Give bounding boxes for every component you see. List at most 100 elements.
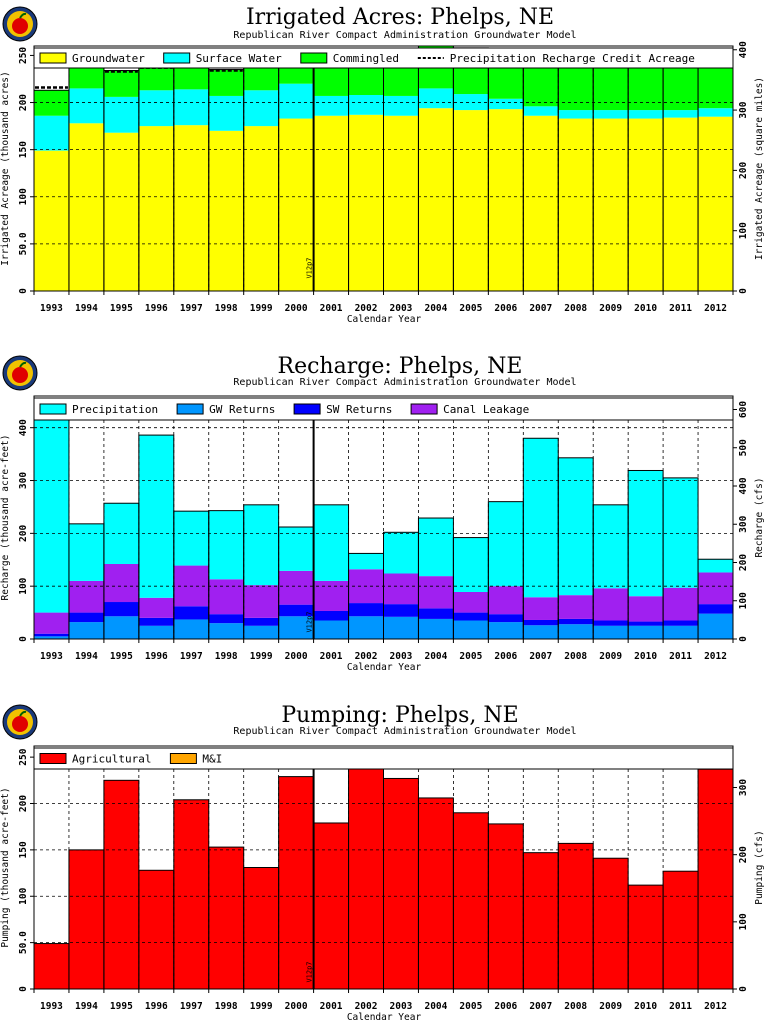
bar-sw-returns bbox=[628, 621, 664, 626]
y-tick-label: 250 bbox=[18, 748, 29, 765]
legend-label: Precipitation Recharge Credit Acreage bbox=[450, 52, 695, 65]
bar-groundwater bbox=[68, 123, 104, 292]
model-version-label: V12p7 bbox=[306, 961, 314, 982]
bar-sw-returns bbox=[523, 619, 559, 626]
y-axis-right: 0 100 200 300 Pumping (cfs) bbox=[733, 779, 765, 992]
x-tick-label: 2007 bbox=[529, 303, 552, 314]
x-tick-label: 1998 bbox=[215, 303, 238, 314]
bar-sw-returns bbox=[278, 604, 314, 617]
y2-tick-label: 100 bbox=[738, 913, 749, 930]
bar-sw-returns bbox=[313, 611, 349, 621]
legend-swatch bbox=[169, 753, 197, 764]
x-tick-label: 1996 bbox=[145, 303, 168, 314]
bar-sw-returns bbox=[453, 612, 489, 621]
bar-agricultural bbox=[488, 823, 524, 989]
x-tick-label: 2012 bbox=[704, 303, 727, 314]
y-tick-label: 0 bbox=[18, 986, 29, 992]
bar-groundwater bbox=[383, 115, 419, 291]
bar-groundwater bbox=[34, 150, 69, 291]
bar-sw-returns bbox=[68, 612, 104, 623]
y-tick-label: 200 bbox=[18, 524, 29, 541]
x-tick-label: 1994 bbox=[75, 651, 98, 662]
bar-gw-returns bbox=[68, 622, 104, 639]
bar-canal-leakage bbox=[383, 573, 419, 605]
bar-canal-leakage bbox=[488, 586, 524, 615]
bar-groundwater bbox=[348, 114, 384, 292]
legend-swatch bbox=[300, 52, 328, 64]
bar-surface-water bbox=[558, 110, 594, 119]
bar-surface-water bbox=[488, 98, 524, 110]
bar-agricultural bbox=[348, 763, 384, 989]
legend: Precipitation GW Returns SW Returns Canal L… bbox=[33, 397, 734, 421]
bar-canal-leakage bbox=[208, 579, 244, 615]
x-tick-label: 2004 bbox=[424, 303, 447, 314]
bar-agricultural bbox=[383, 778, 419, 989]
y2-tick-label: 300 bbox=[738, 515, 749, 532]
bar-canal-leakage bbox=[243, 585, 279, 618]
bar-sw-returns bbox=[698, 604, 733, 614]
x-axis-label: Calendar Year bbox=[347, 662, 422, 673]
x-tick-label: 2000 bbox=[285, 1001, 308, 1012]
bar-precipitation bbox=[348, 553, 384, 570]
bar-groundwater bbox=[558, 118, 594, 291]
bar-sw-returns bbox=[558, 618, 594, 625]
legend-label: Commingled bbox=[333, 52, 399, 65]
x-tick-label: 2008 bbox=[564, 303, 587, 314]
bar-agricultural bbox=[68, 849, 104, 989]
x-tick-label: 2008 bbox=[564, 651, 587, 662]
bar-surface-water bbox=[593, 110, 629, 119]
bar-groundwater bbox=[243, 126, 279, 291]
bar-groundwater bbox=[313, 115, 349, 291]
y2-tick-label: 100 bbox=[738, 222, 749, 239]
x-tick-label: 1993 bbox=[40, 1001, 63, 1012]
y2-axis-label: Irrigated Acreage (square miles) bbox=[754, 77, 765, 260]
x-axis: 1993 1994 1995 1996 1997 1998 1999 2000 2001 2002… bbox=[33, 989, 734, 1023]
bar-precipitation bbox=[313, 504, 349, 581]
bar-sw-returns bbox=[418, 608, 454, 619]
x-axis-label: Calendar Year bbox=[347, 314, 422, 325]
bar-gw-returns bbox=[348, 616, 384, 639]
y-tick-label: 0 bbox=[18, 636, 29, 642]
x-tick-label: 2011 bbox=[669, 651, 692, 662]
grid bbox=[34, 55, 733, 291]
legend-label: Canal Leakage bbox=[443, 403, 529, 416]
y-tick-label: 100 bbox=[18, 887, 29, 904]
y-tick-label: 100 bbox=[18, 577, 29, 594]
legend-label: Precipitation bbox=[72, 403, 158, 416]
y-tick-label: 150 bbox=[18, 141, 29, 158]
x-tick-label: 2009 bbox=[599, 651, 622, 662]
bar-canal-leakage bbox=[523, 597, 559, 620]
chart-subtitle: Republican River Compact Administration … bbox=[233, 726, 576, 737]
bar-canal-leakage bbox=[313, 580, 349, 612]
bar-agricultural bbox=[138, 870, 174, 989]
bar-gw-returns bbox=[243, 625, 279, 639]
x-tick-label: 2011 bbox=[669, 1001, 692, 1012]
bar-precipitation bbox=[243, 504, 279, 586]
legend-box bbox=[33, 47, 734, 69]
x-tick-label: 2003 bbox=[390, 303, 413, 314]
bar-groundwater bbox=[138, 126, 174, 291]
bar-precipitation bbox=[663, 477, 699, 588]
bar-sw-returns bbox=[173, 606, 209, 620]
y-axis-left: 0 100 200 300 400 Recharge (thousand acre-fee… bbox=[0, 419, 34, 642]
bar-canal-leakage bbox=[278, 570, 314, 605]
x-tick-label: 2012 bbox=[704, 651, 727, 662]
bar-surface-water bbox=[278, 83, 314, 119]
x-axis: 1993 1994 1995 1996 1997 1998 1999 2000 2001 2002… bbox=[33, 291, 734, 325]
bar-groundwater bbox=[278, 118, 314, 291]
bar-surface-water bbox=[523, 106, 559, 116]
y2-tick-label: 400 bbox=[738, 41, 749, 58]
bar-precipitation bbox=[453, 537, 489, 592]
y-axis-left: 0 50.0 100 150 200 250 Pumping (thousand acre-… bbox=[0, 748, 34, 992]
logo-leaf-icon bbox=[19, 710, 27, 717]
y2-tick-label: 0 bbox=[738, 636, 749, 642]
bar-sw-returns bbox=[34, 633, 69, 637]
bar-commingled bbox=[138, 64, 174, 91]
chart-subtitle: Republican River Compact Administration … bbox=[233, 377, 576, 388]
grid bbox=[34, 420, 733, 639]
x-tick-label: 2003 bbox=[390, 1001, 413, 1012]
bar-surface-water bbox=[663, 110, 699, 118]
